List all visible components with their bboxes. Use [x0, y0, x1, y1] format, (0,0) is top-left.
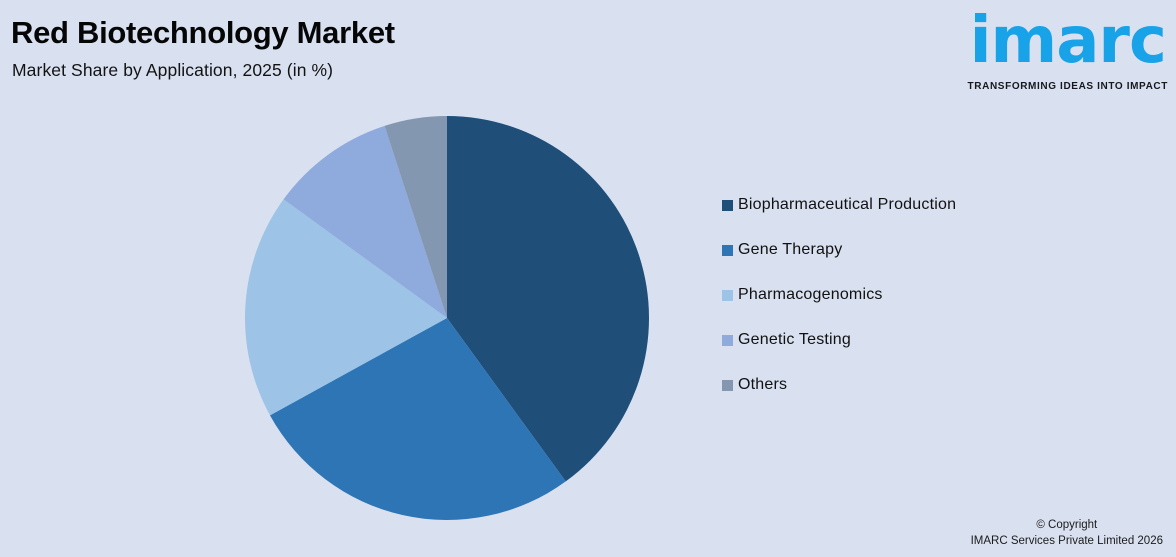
legend-label: Genetic Testing [738, 331, 851, 348]
pie-slice-biopharmaceutical-production [447, 116, 650, 482]
legend-swatch [722, 244, 733, 256]
legend-swatch [722, 289, 733, 301]
legend-label: Biopharmaceutical Production [738, 196, 957, 213]
copyright-line2: IMARC Services Private Limited 2026 [970, 535, 1163, 547]
legend-swatch [722, 334, 733, 346]
imarc-logo: imarc TRANSFORMING IDEAS INTO IMPACT [968, 4, 1168, 92]
pie-slice-gene-therapy [269, 318, 566, 520]
pie-slice-genetic-testing [283, 125, 447, 318]
legend-label: Others [738, 376, 788, 393]
legend-item: Biopharmaceutical Production [722, 196, 956, 214]
page-title: Red Biotechnology Market [11, 15, 395, 50]
pie-chart [242, 113, 652, 523]
legend-item: Gene Therapy [722, 241, 956, 259]
chart-legend: Biopharmaceutical Production Gene Therapy… [722, 196, 956, 394]
copyright-notice: © Copyright IMARC Services Private Limit… [971, 517, 1163, 549]
imarc-logo-tagline: TRANSFORMING IDEAS INTO IMPACT [967, 80, 1168, 92]
legend-label: Pharmacogenomics [738, 286, 883, 303]
legend-label: Gene Therapy [738, 241, 843, 258]
legend-item: Genetic Testing [722, 331, 956, 349]
page-subtitle: Market Share by Application, 2025 (in %) [12, 60, 334, 80]
legend-item: Pharmacogenomics [722, 286, 956, 304]
legend-swatch [722, 379, 733, 391]
imarc-logo-text: imarc [969, 4, 1167, 78]
pie-chart-svg [245, 116, 650, 520]
copyright-line1: © Copyright [1036, 519, 1098, 531]
legend-item: Others [722, 376, 956, 394]
legend-swatch [722, 199, 733, 211]
pie-slice-others [384, 116, 447, 318]
pie-slice-pharmacogenomics [245, 199, 447, 416]
